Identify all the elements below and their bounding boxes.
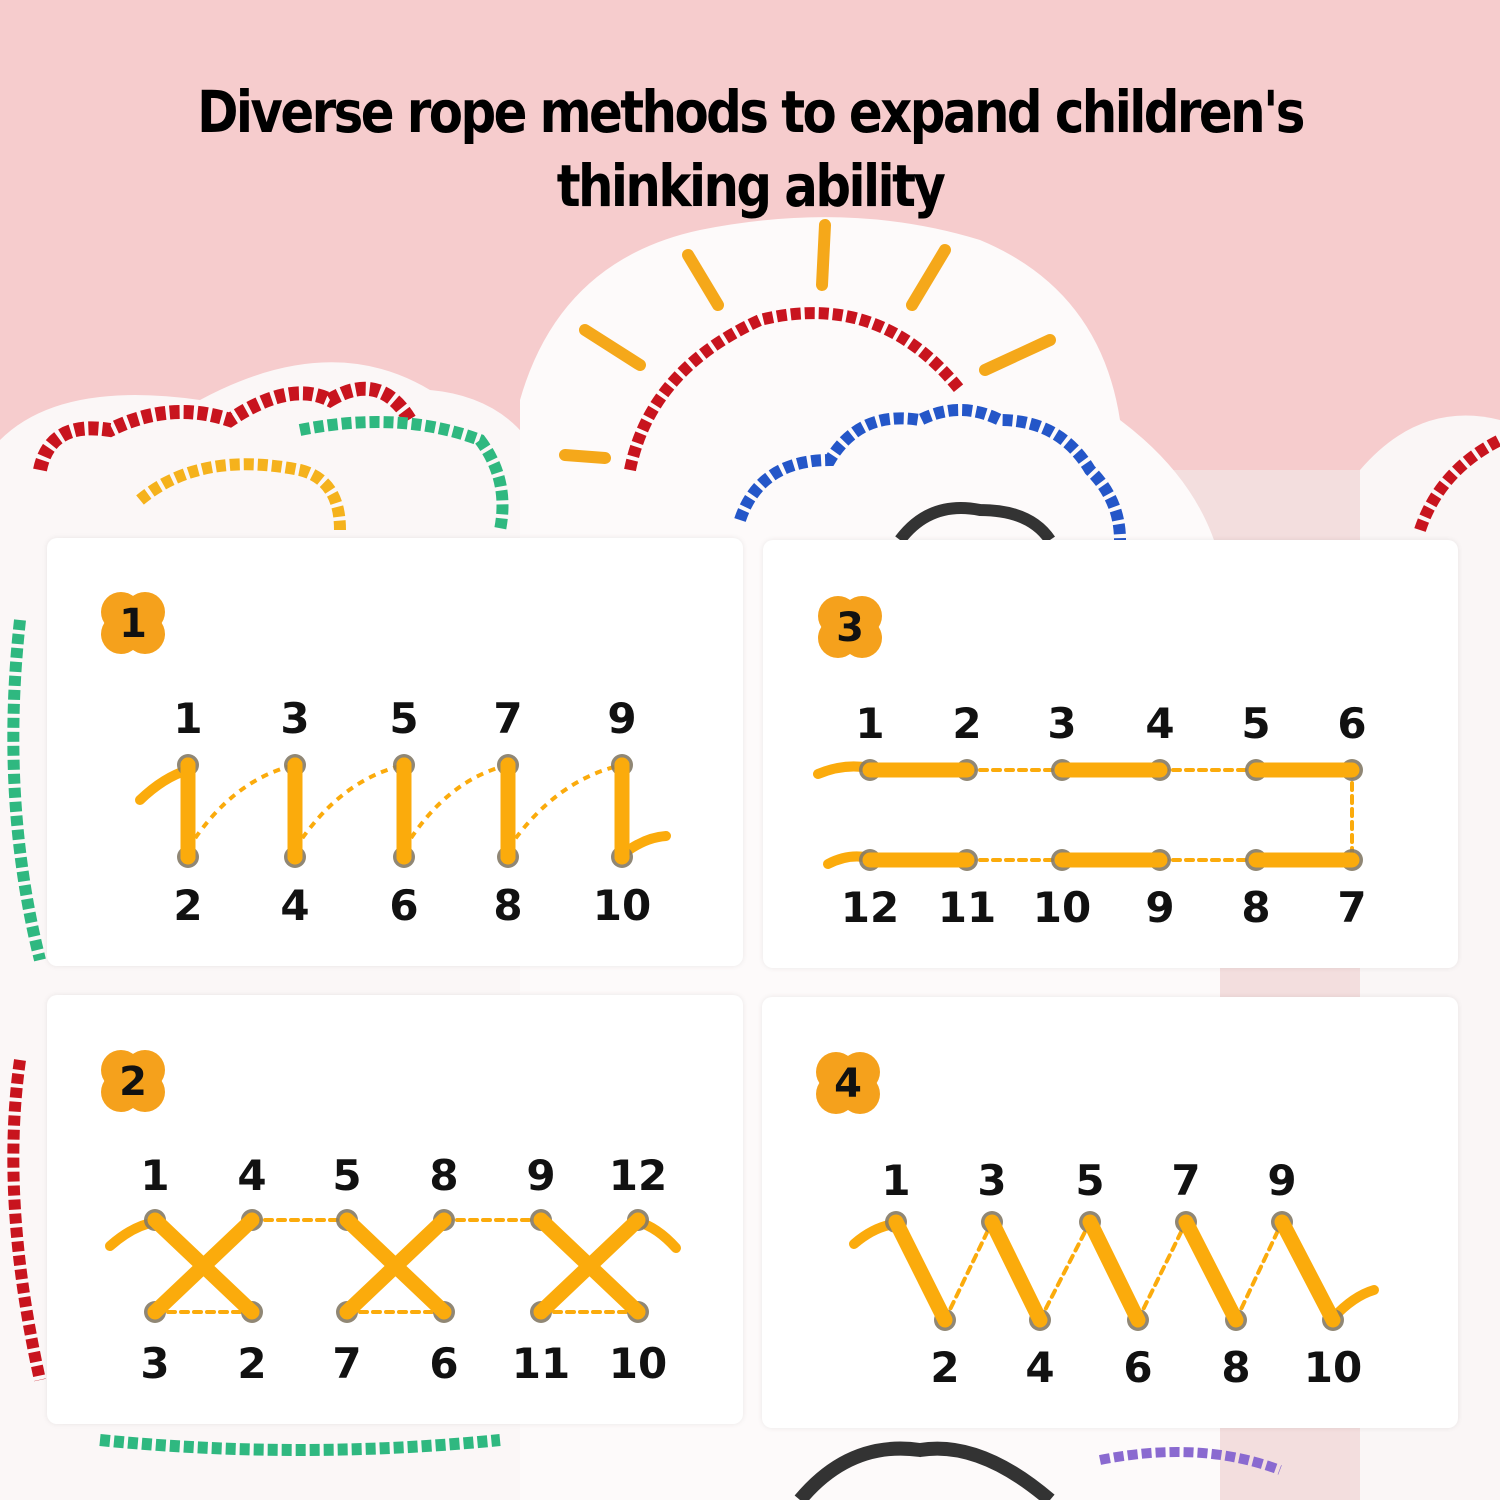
hole-number: 12 [841, 883, 899, 932]
hole-number: 1 [855, 699, 884, 748]
hole-number: 3 [977, 1156, 1006, 1205]
hole-number: 10 [609, 1339, 667, 1388]
rope-stitch [1082, 1214, 1146, 1328]
dashed-back-stitch [506, 763, 623, 851]
diagram-method-3: 3 1 12 2 11 3 10 4 9 5 8 6 7 [813, 596, 1367, 932]
step-badge: 3 [818, 596, 882, 658]
rope-cross-stitch [339, 1212, 452, 1320]
dotted-back-stitch [943, 1220, 994, 1322]
svg-text:1: 1 [119, 601, 147, 647]
dotted-back-stitch [1038, 1220, 1092, 1322]
hole-number: 6 [429, 1339, 458, 1388]
hole-number: 2 [952, 699, 981, 748]
hole-number: 4 [237, 1151, 266, 1200]
hole-number: 11 [512, 1339, 570, 1388]
dotted-back-stitch [1136, 1220, 1188, 1322]
rope-cross-stitch [533, 1212, 646, 1320]
headline-line-1: Diverse rope methods to expand children'… [197, 78, 1305, 146]
rope-stitch [1178, 1214, 1244, 1328]
svg-text:2: 2 [119, 1059, 147, 1105]
hole-number: 1 [173, 694, 202, 743]
diagram-method-4: 4 1 2 3 4 5 6 7 8 9 10 [816, 1052, 1379, 1392]
hole-number: 11 [938, 883, 996, 932]
hole-number: 6 [1337, 699, 1366, 748]
step-badge: 4 [816, 1052, 880, 1114]
hole-number: 7 [1337, 883, 1366, 932]
hole-number: 6 [389, 881, 418, 930]
hole-number: 5 [1075, 1156, 1104, 1205]
hole-number: 4 [1025, 1343, 1054, 1392]
hole-number: 8 [1221, 1343, 1250, 1392]
hole-number: 4 [1145, 699, 1174, 748]
hole-number: 9 [526, 1151, 555, 1200]
dashed-back-stitch [293, 763, 405, 851]
hole-number: 3 [140, 1339, 169, 1388]
hole-number: 7 [493, 694, 522, 743]
hole-number: 2 [173, 881, 202, 930]
hole-number: 8 [493, 881, 522, 930]
hole-number: 4 [280, 881, 309, 930]
dashed-back-stitch [402, 763, 509, 851]
hole-number: 5 [332, 1151, 361, 1200]
hole-number: 8 [1241, 883, 1270, 932]
rope-stitch [1274, 1214, 1341, 1328]
hole-number: 1 [140, 1151, 169, 1200]
hole-number: 5 [389, 694, 418, 743]
hole-number: 1 [881, 1156, 910, 1205]
step-badge: 2 [101, 1050, 165, 1112]
hole-number: 10 [593, 881, 651, 930]
diagram-method-2: 2 1 3 4 2 5 7 8 6 9 11 12 10 [101, 1050, 681, 1388]
headline-line-2: thinking ability [556, 152, 946, 220]
hole-number: 10 [1033, 883, 1091, 932]
hole-number: 2 [930, 1343, 959, 1392]
hole-number: 3 [1047, 699, 1076, 748]
hole-number: 10 [1304, 1343, 1362, 1392]
dashed-back-stitch [186, 763, 296, 851]
rope-stitch [984, 1214, 1048, 1328]
hole-number: 2 [237, 1339, 266, 1388]
hole-number: 8 [429, 1151, 458, 1200]
hole-number: 9 [1267, 1156, 1296, 1205]
hole-number: 9 [607, 694, 636, 743]
hole-number: 6 [1123, 1343, 1152, 1392]
svg-text:3: 3 [836, 605, 864, 651]
svg-text:4: 4 [834, 1061, 862, 1107]
rope-cross-stitch [147, 1212, 260, 1320]
hole-number: 7 [1171, 1156, 1200, 1205]
rope-stitch [888, 1214, 953, 1328]
hole-number: 5 [1241, 699, 1270, 748]
dotted-back-stitch [1234, 1220, 1284, 1322]
hole-number: 9 [1145, 883, 1174, 932]
hole-number: 3 [280, 694, 309, 743]
step-badge: 1 [101, 592, 165, 654]
hole-number: 7 [332, 1339, 361, 1388]
hole-number: 12 [609, 1151, 667, 1200]
diagram-method-1: 1 1 2 3 4 5 6 7 8 9 10 [101, 592, 671, 930]
